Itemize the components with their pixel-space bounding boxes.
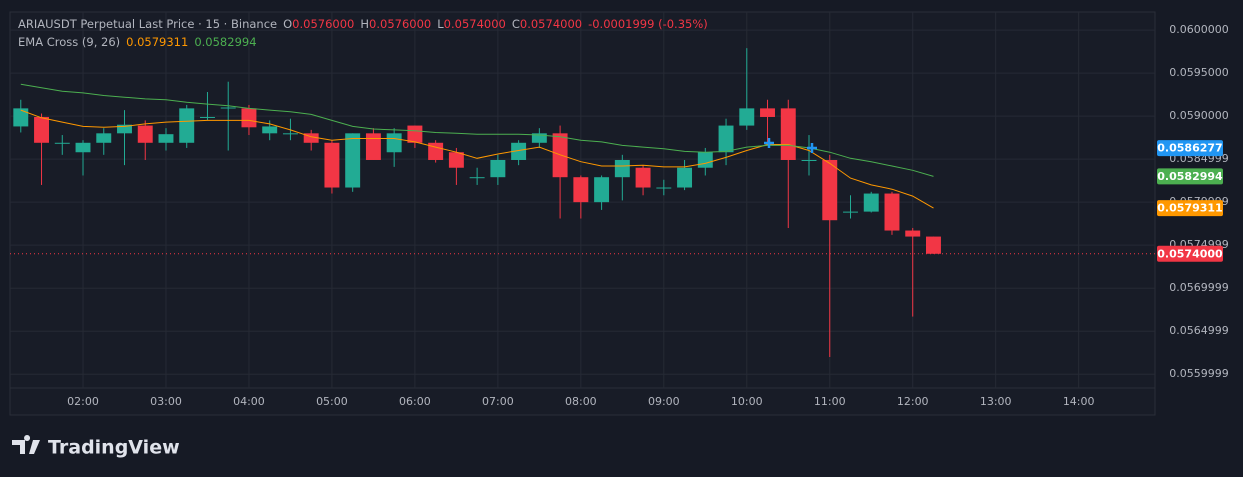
x-tick-label: 05:00 xyxy=(316,395,348,408)
candle-body xyxy=(801,159,817,161)
candle-body xyxy=(697,152,713,168)
change: -0.0001999 (-0.35%) xyxy=(588,17,708,31)
legend-header: ARIAUSDT Perpetual Last Price · 15 · Bin… xyxy=(18,17,708,31)
indicator-name: EMA Cross (9, 26) xyxy=(18,35,120,49)
logo: TradingView xyxy=(12,435,180,459)
y-tick-label: 0.0564999 xyxy=(1169,324,1229,337)
plot-frame xyxy=(9,11,1156,416)
ohlc-value: 0.0576000 xyxy=(292,17,354,31)
candle-body xyxy=(137,125,153,143)
candle-body xyxy=(179,108,195,143)
x-tick-label: 10:00 xyxy=(731,395,763,408)
candle-body xyxy=(635,167,651,188)
candle-body xyxy=(843,211,858,213)
candle-body xyxy=(34,116,49,143)
ohlc-label: C xyxy=(512,17,520,31)
candle-body xyxy=(200,116,215,118)
candle-body xyxy=(303,133,319,143)
candle-body xyxy=(282,133,298,135)
ema-last-label: 0.0582994 xyxy=(1157,170,1223,183)
x-tick-label: 13:00 xyxy=(980,395,1012,408)
candle-body xyxy=(760,108,775,117)
candle-body xyxy=(448,152,464,168)
candle-body xyxy=(324,142,340,188)
candle-body xyxy=(220,107,236,109)
x-tick-label: 11:00 xyxy=(814,395,846,408)
candle-body xyxy=(158,134,174,143)
candle-body xyxy=(469,177,485,179)
ema-last-label-bg xyxy=(1157,168,1223,185)
indicator-legend: EMA Cross (9, 26) 0.0579311 0.0582994 xyxy=(18,35,257,49)
ohlc-value: 0.0574000 xyxy=(444,17,506,31)
candle-body xyxy=(511,142,527,160)
logo-icon xyxy=(12,435,40,454)
x-tick-label: 08:00 xyxy=(565,395,597,408)
ema-last-label: 0.0579311 xyxy=(1157,202,1222,215)
cross-marker xyxy=(807,143,817,153)
candle-body xyxy=(386,133,402,153)
x-tick-label: 06:00 xyxy=(399,395,431,408)
candle-body xyxy=(428,142,444,160)
candle-body xyxy=(739,108,755,126)
candle-body xyxy=(262,126,278,134)
y-tick-label: 0.0600000 xyxy=(1169,23,1229,36)
last-price-label: 0.0574000 xyxy=(1157,247,1223,260)
candle-body xyxy=(490,159,506,178)
price-marker-label-bg xyxy=(1157,140,1223,157)
candle-body xyxy=(531,133,547,143)
ohlc-label: O xyxy=(283,17,292,31)
candle-body xyxy=(863,193,879,212)
ema-line xyxy=(20,109,934,209)
y-tick-label: 0.0595000 xyxy=(1169,66,1229,79)
candle-body xyxy=(677,167,693,188)
x-tick-label: 07:00 xyxy=(482,395,514,408)
candle-body xyxy=(905,230,921,237)
marks xyxy=(10,48,1155,358)
x-tick-label: 04:00 xyxy=(233,395,265,408)
ema-line xyxy=(20,83,934,177)
last-price-label-bg xyxy=(1157,245,1223,262)
title: ARIAUSDT Perpetual Last Price · 15 · Bin… xyxy=(18,17,277,31)
x-tick-label: 14:00 xyxy=(1063,395,1095,408)
x-tick-label: 02:00 xyxy=(67,395,99,408)
candle-body xyxy=(656,187,672,189)
y-tick-label: 0.0559999 xyxy=(1169,367,1229,380)
ema-value: 0.0579311 xyxy=(126,35,188,49)
candle-body xyxy=(780,108,796,160)
candle-body xyxy=(96,133,112,143)
candle-body xyxy=(365,133,381,160)
x-tick-label: 12:00 xyxy=(897,395,929,408)
candle-body xyxy=(573,177,589,203)
candle-body xyxy=(614,159,630,178)
y-tick-label: 0.0569999 xyxy=(1169,281,1229,294)
candle-body xyxy=(241,108,257,128)
brand: TradingView xyxy=(48,437,180,459)
price-marker-label: 0.0586277 xyxy=(1157,142,1222,155)
candle-body xyxy=(117,124,132,134)
axes: 0.06000000.05950000.05900000.05849990.05… xyxy=(67,23,1229,408)
cross-marker xyxy=(764,138,774,148)
x-tick-label: 03:00 xyxy=(150,395,182,408)
candle-body xyxy=(407,125,423,143)
ohlc-value: 0.0576000 xyxy=(369,17,431,31)
ohlc-label: H xyxy=(360,17,369,31)
candle-body xyxy=(345,133,361,188)
candle-body xyxy=(884,193,900,231)
y-tick-label: 0.0590000 xyxy=(1169,109,1229,122)
candle-body xyxy=(13,108,29,127)
candle-body xyxy=(75,142,91,153)
candle-body xyxy=(822,159,838,221)
candle-body xyxy=(594,177,610,203)
ohlc-label: L xyxy=(437,17,444,31)
candle-body xyxy=(54,142,70,144)
candle-body xyxy=(718,125,734,153)
ema-last-label-bg xyxy=(1157,200,1223,217)
candle-body xyxy=(926,236,941,254)
x-tick-label: 09:00 xyxy=(648,395,680,408)
ohlc-value: 0.0574000 xyxy=(520,17,582,31)
ema-value: 0.0582994 xyxy=(194,35,256,49)
